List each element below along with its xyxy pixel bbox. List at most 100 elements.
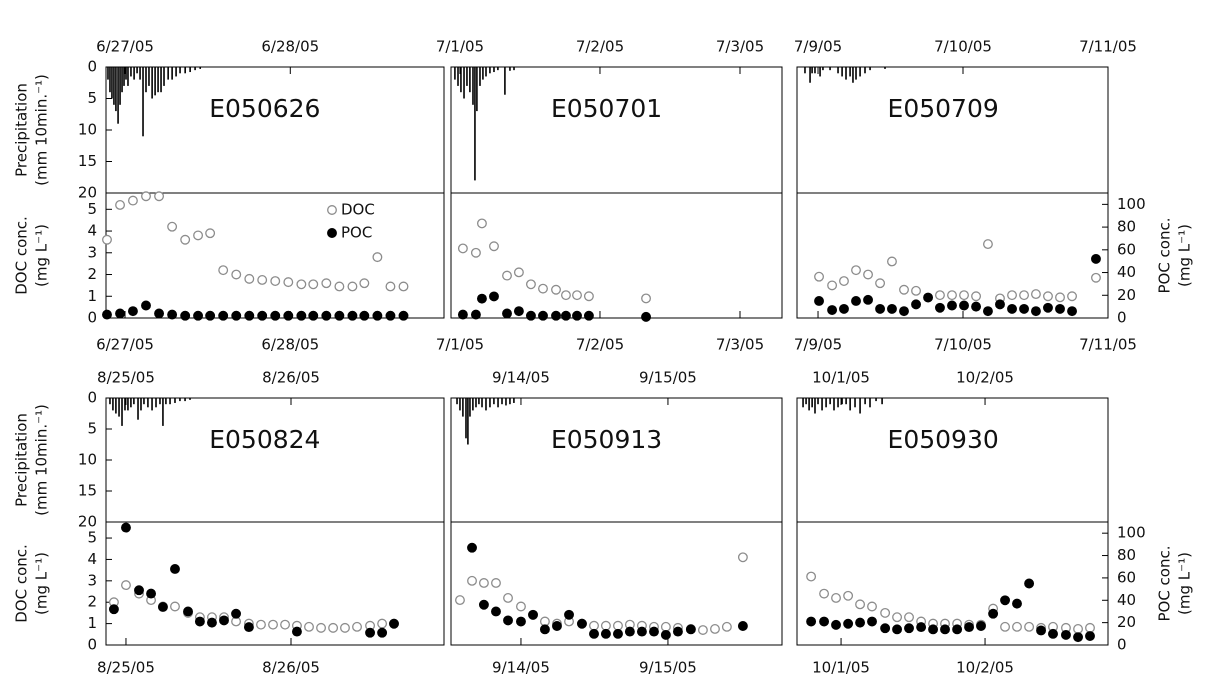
poc-point	[476, 293, 487, 304]
doc-point	[583, 291, 594, 302]
x-tick-label: 7/1/05	[436, 38, 484, 56]
precip-bar	[466, 67, 468, 86]
doc-point	[502, 270, 512, 281]
precip-bar	[184, 398, 186, 402]
precip-bar	[115, 398, 117, 414]
precip-bar	[841, 398, 843, 405]
y-axis-label: Precipitation	[13, 83, 31, 177]
poc-point	[157, 602, 168, 612]
y2-tick-label: 60	[1117, 568, 1136, 586]
doc-point	[875, 278, 886, 289]
doc-point	[1091, 272, 1101, 283]
x-tick-label: 7/11/05	[1079, 336, 1137, 354]
precip-bar	[854, 398, 856, 408]
doc-point	[270, 276, 281, 286]
precip-bar	[811, 67, 813, 74]
doc-point	[372, 252, 383, 263]
poc-point	[219, 615, 229, 626]
poc-point	[205, 310, 216, 321]
doc-point	[467, 575, 477, 586]
y-tick-label: 4	[87, 222, 97, 240]
doc-point	[347, 281, 358, 292]
precip-bar	[802, 398, 804, 408]
y-tick-label: 10	[78, 121, 97, 139]
y-tick-label: 20	[78, 184, 97, 202]
precip-bar	[175, 67, 177, 77]
precip-bar	[111, 67, 113, 99]
poc-point	[923, 292, 934, 303]
poc-point	[1085, 631, 1095, 642]
y-tick-label: 0	[87, 636, 97, 654]
poc-point	[1024, 578, 1035, 589]
x-tick-label: 7/3/05	[716, 336, 764, 354]
poc-point	[141, 300, 151, 311]
doc-point	[503, 592, 513, 603]
poc-point	[231, 310, 242, 321]
event-title: E050930	[888, 425, 999, 454]
doc-point	[257, 275, 268, 285]
precip-bar	[509, 398, 511, 405]
poc-point	[102, 309, 112, 320]
precip-bar	[151, 398, 153, 411]
y-tick-label: 15	[78, 482, 97, 500]
poc-point	[1061, 629, 1071, 640]
event-title: E050701	[551, 94, 662, 123]
y2-tick-label: 20	[1117, 286, 1136, 304]
poc-point	[503, 615, 513, 626]
poc-point	[1067, 306, 1077, 317]
doc-point	[280, 619, 291, 630]
precip-bar	[179, 398, 181, 402]
poc-point	[121, 522, 131, 533]
poc-point	[589, 628, 599, 639]
doc-point	[296, 279, 307, 290]
poc-point	[1048, 628, 1058, 639]
legend-marker	[327, 228, 337, 238]
poc-point	[624, 626, 635, 637]
y-tick-label: 3	[87, 571, 97, 589]
poc-point	[308, 310, 319, 321]
precip-bar	[472, 398, 474, 411]
precip-bar	[822, 67, 824, 71]
doc-point	[1024, 621, 1035, 632]
precip-bar	[199, 67, 202, 69]
poc-point	[971, 301, 982, 312]
doc-point	[737, 552, 748, 563]
doc-point	[697, 625, 708, 635]
precip-bar	[485, 398, 487, 411]
y-tick-label: 4	[87, 550, 97, 568]
doc-point	[359, 278, 370, 289]
precip-bar	[125, 67, 127, 80]
x-tick-label: 9/15/05	[639, 369, 697, 387]
doc-point	[1012, 621, 1022, 632]
poc-point	[819, 616, 830, 627]
poc-point	[976, 621, 986, 631]
poc-point	[737, 621, 748, 631]
x-tick-label: 7/9/05	[794, 38, 842, 56]
precip-bar	[107, 67, 109, 80]
y-tick-label: 1	[87, 614, 97, 632]
poc-point	[551, 310, 561, 321]
y-tick-label: 0	[87, 58, 97, 76]
precip-bar	[139, 67, 141, 80]
poc-point	[1036, 625, 1046, 636]
y2-tick-label: 80	[1117, 546, 1136, 564]
poc-point	[231, 608, 242, 619]
poc-point	[283, 310, 294, 321]
poc-point	[940, 624, 950, 635]
poc-point	[292, 626, 302, 637]
plot-frame	[796, 521, 1109, 646]
poc-point	[577, 618, 587, 629]
poc-point	[672, 626, 683, 637]
y-tick-label: 10	[78, 451, 97, 469]
poc-point	[115, 308, 125, 319]
doc-point	[180, 234, 191, 245]
poc-point	[1000, 595, 1011, 606]
poc-point	[470, 309, 481, 320]
doc-point	[839, 276, 849, 286]
precip-bar	[174, 398, 176, 403]
doc-point	[525, 279, 536, 290]
precip-bar	[476, 67, 478, 112]
poc-point	[296, 310, 307, 321]
poc-point	[525, 310, 536, 321]
x-tick-label: 7/10/05	[934, 336, 992, 354]
